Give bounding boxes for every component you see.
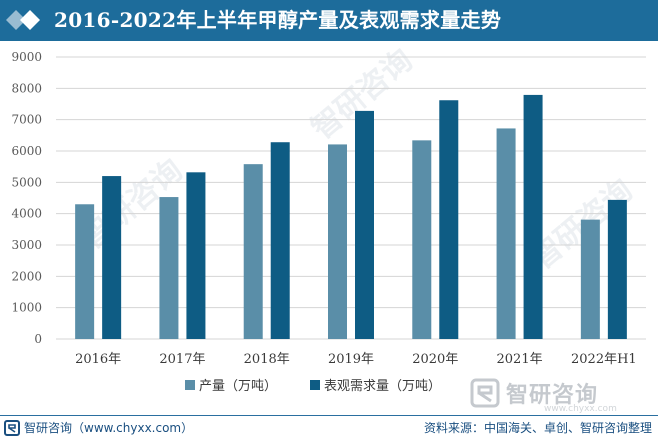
brand-watermark-url: www.chyxx.com xyxy=(544,404,617,414)
bar-production xyxy=(496,128,516,339)
legend-label: 产量（万吨） xyxy=(199,379,277,394)
bar-demand xyxy=(270,142,290,339)
y-tick-label: 2000 xyxy=(11,269,42,283)
y-tick-label: 8000 xyxy=(11,81,42,95)
bar-demand xyxy=(102,176,122,339)
bar-demand xyxy=(355,110,374,339)
bar-production xyxy=(75,204,95,339)
y-tick-label: 1000 xyxy=(11,301,42,315)
footer-logo-icon xyxy=(4,420,20,436)
footer-data-source: 资料来源：中国海关、卓创、智研咨询整理 xyxy=(423,421,652,435)
chart-title: 2016-2022年上半年甲醇产量及表观需求量走势 xyxy=(54,8,502,32)
y-tick-label: 9000 xyxy=(11,50,42,64)
legend-swatch xyxy=(185,380,195,390)
x-tick-label: 2016年 xyxy=(75,352,121,367)
brand-logo-icon xyxy=(470,378,500,408)
x-tick-label: 2021年 xyxy=(497,352,543,367)
y-tick-label: 3000 xyxy=(11,238,42,252)
bar-production xyxy=(412,140,432,339)
legend-swatch xyxy=(310,380,320,390)
y-tick-label: 5000 xyxy=(11,175,42,189)
x-tick-label: 2017年 xyxy=(159,352,205,367)
footer-divider xyxy=(0,415,658,416)
brand-watermark: 智研咨询 www.chyxx.com xyxy=(470,378,617,414)
y-tick-label: 6000 xyxy=(11,144,42,158)
x-tick-label: 2018年 xyxy=(244,352,290,367)
bar-demand xyxy=(186,172,206,339)
y-tick-label: 4000 xyxy=(11,207,42,221)
bar-chart: 0 1000 2000 3000 4000 5000 6000 7000 8000 9000 201… xyxy=(11,50,646,394)
bar-demand xyxy=(523,94,543,339)
brand-watermark-text: 智研咨询 xyxy=(506,383,599,408)
bar-demand xyxy=(439,100,459,339)
footer-source-site: 智研咨询（www.chyxx.com） xyxy=(24,421,194,435)
bar-production xyxy=(159,197,179,339)
legend-label: 表观需求量（万吨） xyxy=(324,379,441,394)
x-tick-label: 2019年 xyxy=(328,352,374,367)
title-bar: 2016-2022年上半年甲醇产量及表观需求量走势 xyxy=(0,0,658,41)
y-tick-label: 7000 xyxy=(11,113,42,127)
x-tick-label: 2022年H1 xyxy=(571,352,637,367)
diamond-marker-icon xyxy=(6,10,40,30)
bar-production xyxy=(328,144,347,339)
bar-production xyxy=(580,219,600,339)
bar-production xyxy=(243,164,263,339)
x-tick-label: 2020年 xyxy=(412,352,458,367)
y-tick-label: 0 xyxy=(34,332,42,346)
bar-demand xyxy=(607,199,627,339)
